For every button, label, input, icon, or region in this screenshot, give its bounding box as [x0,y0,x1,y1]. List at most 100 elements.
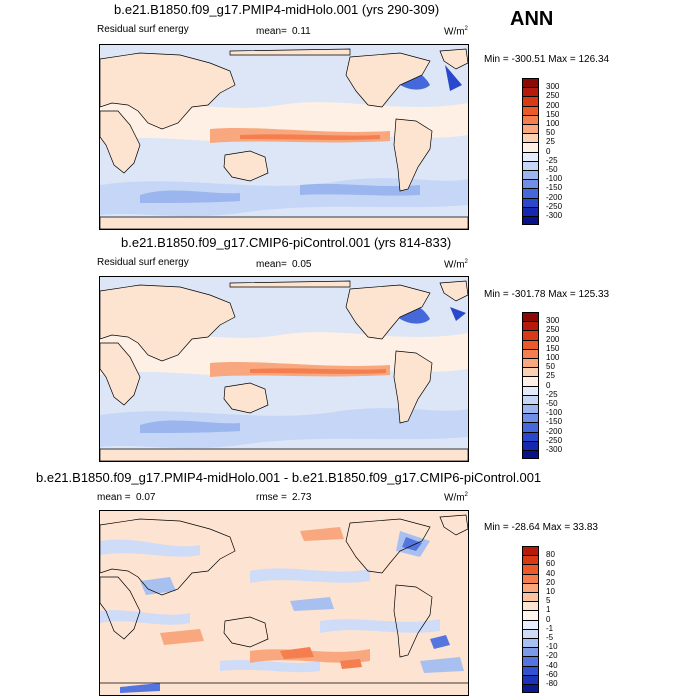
colorbar-tick-label: 100 [546,353,560,362]
colorbar-swatch [522,404,539,414]
colorbar-tick-label: -250 [546,201,563,211]
colorbar-swatch [522,674,539,684]
colorbar-swatch [522,78,539,88]
colorbar-tick-label: 300 [546,82,560,92]
colorbar-tick-label: 0 [546,380,551,390]
colorbar-swatch [522,142,539,152]
colorbar-tick-label: -5 [546,633,554,642]
colorbar-tick-label: -250 [546,435,563,445]
colorbar-swatch [522,450,539,460]
colorbar-tick-label: -40 [546,660,558,670]
colorbar-tick-label: 1 [546,605,551,615]
colorbar-swatch [522,216,539,226]
colorbar-tick-label: 50 [546,128,555,138]
panel1-variable: Residual surf energy [97,24,189,35]
colorbar-tick-label: -200 [546,426,563,436]
panel1-mean-value: 0.11 [292,26,311,37]
colorbar-tick-label: 25 [546,137,555,147]
colorbar-tick-label: 60 [546,559,555,569]
colorbar-swatch [522,124,539,134]
colorbar-tick-label: -150 [546,417,563,427]
colorbar-tick-label: -50 [546,165,558,174]
colorbar-tick-label: 20 [546,577,555,587]
panel2-mean-label: mean= [256,259,287,270]
colorbar-swatch [522,151,539,161]
panel3-map-canvas [100,511,468,695]
colorbar-swatch [522,385,539,395]
panel2-units: W/m2 [444,259,468,271]
colorbar-swatch [522,376,539,386]
colorbar-swatch [522,105,539,115]
panel2-title: b.e21.B1850.f09_g17.CMIP6-piControl.001 … [121,235,452,250]
colorbar-swatch [522,358,539,368]
colorbar-swatch [522,582,539,592]
colorbar-tick-label: -20 [546,651,558,661]
colorbar-swatch [522,610,539,620]
colorbar-swatch [522,321,539,331]
colorbar-tick-label: -200 [546,192,563,202]
colorbar-swatch [522,339,539,349]
colorbar-swatch [522,312,539,322]
panel3-map [99,510,469,696]
colorbar-tick-label: 80 [546,550,555,560]
panel2-map [99,276,469,462]
colorbar-swatch [522,330,539,340]
colorbar-swatch [522,647,539,657]
colorbar-swatch [522,179,539,189]
colorbar-swatch [522,422,539,432]
colorbar-swatch [522,628,539,638]
panel1-title: b.e21.B1850.f09_g17.PMIP4-midHolo.001 (y… [114,2,440,17]
panel3-units: W/m2 [444,492,468,504]
colorbar-tick-label: 25 [546,371,555,381]
colorbar-tick-label: -1 [546,623,554,633]
colorbar-swatch [522,564,539,574]
colorbar-swatch [522,394,539,404]
colorbar-swatch [522,440,539,450]
season-label: ANN [510,8,554,30]
colorbar-swatch [522,188,539,198]
colorbar-tick-label: 50 [546,362,555,372]
panel1-units: W/m2 [444,26,468,38]
colorbar-swatch [522,170,539,180]
colorbar-swatch [522,619,539,629]
colorbar-tick-label: 0 [546,614,551,624]
colorbar-tick-label: 250 [546,91,560,101]
colorbar-tick-label: 40 [546,568,555,578]
colorbar-tick-label: 150 [546,343,560,353]
colorbar-tick-label: -300 [546,211,563,220]
colorbar-swatch [522,656,539,666]
panel3-rmse-value: 2.73 [292,492,312,503]
colorbar-swatch [522,367,539,377]
colorbar-tick-label: -80 [546,679,558,688]
colorbar-tick-label: -50 [546,399,558,408]
colorbar-tick-label: 250 [546,325,560,335]
colorbar-swatch [522,573,539,583]
panel3-title: b.e21.B1850.f09_g17.PMIP4-midHolo.001 - … [36,470,542,485]
colorbar-swatch [522,665,539,675]
panel1-mean-label: mean= [256,26,287,37]
colorbar-tick-label: 10 [546,587,555,596]
colorbar-swatch [522,592,539,602]
colorbar-swatch [522,684,539,694]
colorbar-swatch [522,413,539,423]
colorbar-swatch [522,638,539,648]
colorbar-swatch [522,87,539,97]
panel2-variable: Residual surf energy [97,257,189,268]
colorbar-swatch [522,601,539,611]
colorbar-tick-label: 5 [546,596,551,606]
panel1-map-canvas [100,45,468,229]
colorbar-tick-label: 150 [546,109,560,119]
colorbar-tick-label: -60 [546,669,558,679]
panel1-minmax: Min = -300.51 Max = 126.34 [484,54,610,65]
colorbar-tick-label: -25 [546,155,558,165]
panel3-minmax: Min = -28.64 Max = 33.83 [484,522,598,533]
panel1-map [99,44,469,230]
panel2-mean-value: 0.05 [292,259,312,270]
colorbar-tick-label: -300 [546,445,563,454]
colorbar-tick-label: -100 [546,408,563,418]
panel2-map-canvas [100,277,468,461]
colorbar-swatch [522,546,539,556]
colorbar-tick-label: -10 [546,642,558,652]
panel2-minmax: Min = -301.78 Max = 125.33 [484,289,610,300]
panel3-mean-label: mean = [97,492,131,503]
